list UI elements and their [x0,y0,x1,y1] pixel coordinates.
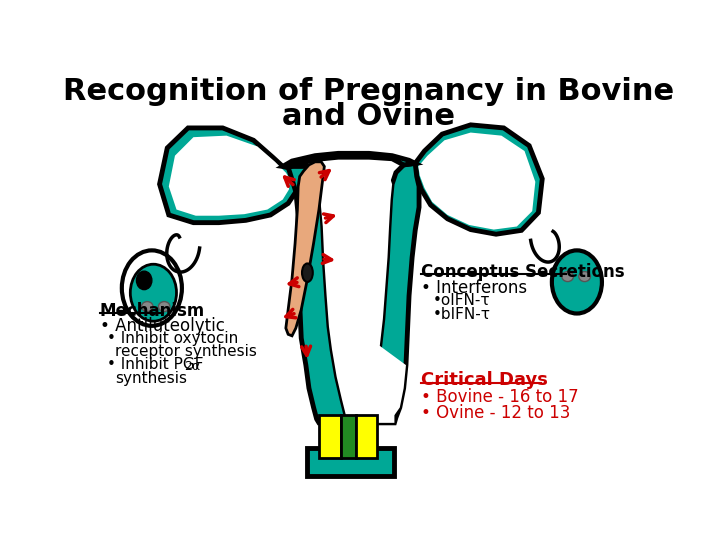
Text: • Interferons: • Interferons [421,279,528,297]
Text: and Ovine: and Ovine [282,102,456,131]
Ellipse shape [552,251,602,314]
Ellipse shape [141,301,153,312]
Polygon shape [283,153,415,167]
Polygon shape [418,132,535,230]
Polygon shape [160,128,298,222]
Ellipse shape [158,301,170,312]
Text: • Inhibit PGF: • Inhibit PGF [107,357,204,373]
Polygon shape [283,166,346,423]
Polygon shape [367,164,419,423]
Bar [307,448,394,476]
Text: Conceptus Secretions: Conceptus Secretions [421,264,625,281]
Text: Critical Days: Critical Days [421,372,548,389]
Text: • Inhibit oxytocin: • Inhibit oxytocin [107,331,238,346]
Text: receptor synthesis: receptor synthesis [115,343,257,359]
Bar [356,415,377,457]
Text: Mechanism: Mechanism [99,302,204,320]
Text: •oIFN-τ: •oIFN-τ [433,293,490,308]
Polygon shape [286,162,324,336]
Ellipse shape [562,272,573,281]
Polygon shape [168,136,289,215]
Text: • Bovine - 16 to 17: • Bovine - 16 to 17 [421,388,579,406]
Ellipse shape [137,271,152,289]
Ellipse shape [122,251,182,326]
Ellipse shape [130,264,176,321]
Text: Recognition of Pregnancy in Bovine: Recognition of Pregnancy in Bovine [63,77,675,106]
Polygon shape [319,168,406,423]
Bar [341,415,356,457]
Text: • Ovine - 12 to 13: • Ovine - 12 to 13 [421,403,571,422]
Polygon shape [415,125,542,234]
Ellipse shape [579,272,590,281]
Bar [319,415,341,457]
Text: synthesis: synthesis [115,372,187,386]
Text: 2α: 2α [184,361,200,374]
Text: • Antiluteolytic: • Antiluteolytic [99,318,225,335]
Text: •bIFN-τ: •bIFN-τ [433,307,491,322]
Ellipse shape [302,264,312,282]
